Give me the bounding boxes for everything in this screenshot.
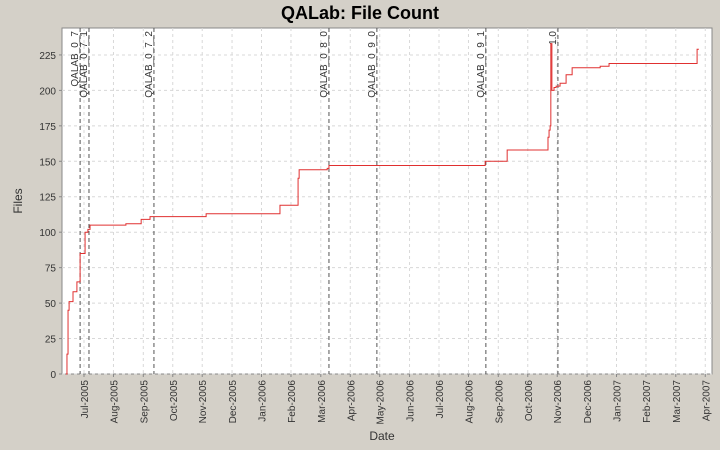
marker-label: 1.0 [548,31,559,45]
x-tick-label: May-2006 [376,380,387,425]
y-tick-label: 100 [39,228,56,239]
x-tick-label: Mar-2007 [672,380,683,423]
data-line [65,43,699,375]
x-tick-label: Dec-2005 [228,380,239,424]
x-tick-label: Jul-2005 [80,380,91,419]
y-tick-label: 0 [50,370,56,381]
x-tick-label: Oct-2005 [169,380,180,422]
x-tick-label: Feb-2007 [642,380,653,423]
x-tick-label: Jan-2006 [258,380,269,422]
x-axis-label: Date [369,429,395,443]
x-tick-label: Apr-2007 [701,380,712,422]
x-tick-label: Mar-2006 [317,380,328,423]
plot-area [61,27,713,375]
x-tick-label: Aug-2006 [464,380,475,424]
chart-title: QALab: File Count [281,3,439,23]
y-tick-label: 225 [39,51,56,62]
x-tick-label: Jul-2006 [435,380,446,419]
marker-label: QALAB_0_7 [70,31,81,87]
x-tick-label: Oct-2006 [524,380,535,422]
y-tick-label: 200 [39,86,56,97]
x-tick-label: Feb-2006 [287,380,298,423]
x-tick-label: Apr-2006 [346,380,357,422]
x-tick-label: Nov-2005 [198,380,209,424]
y-tick-label: 125 [39,193,56,204]
y-tick-label: 75 [45,264,57,275]
marker-label: QALAB_0_9_1 [476,31,487,98]
x-tick-label: Jun-2006 [406,380,417,422]
y-axis-label: Files [11,188,25,213]
y-tick-label: 25 [45,335,57,346]
marker-label: QALAB_0_7_2 [144,31,155,98]
x-tick-label: Dec-2006 [583,380,594,424]
x-tick-label: Sep-2005 [139,380,150,424]
marker-label: QALAB_0_9_0 [367,31,378,98]
y-tick-label: 175 [39,122,56,133]
x-tick-label: Jan-2007 [613,380,624,422]
y-tick-label: 150 [39,157,56,168]
x-tick-label: Sep-2006 [494,380,505,424]
y-tick-label: 50 [45,299,57,310]
marker-label: QALAB_0_8_0 [319,31,330,98]
x-tick-label: Nov-2006 [553,380,564,424]
marker-label: QALAB_0_7_1 [79,31,90,98]
x-tick-label: Aug-2005 [109,380,120,424]
